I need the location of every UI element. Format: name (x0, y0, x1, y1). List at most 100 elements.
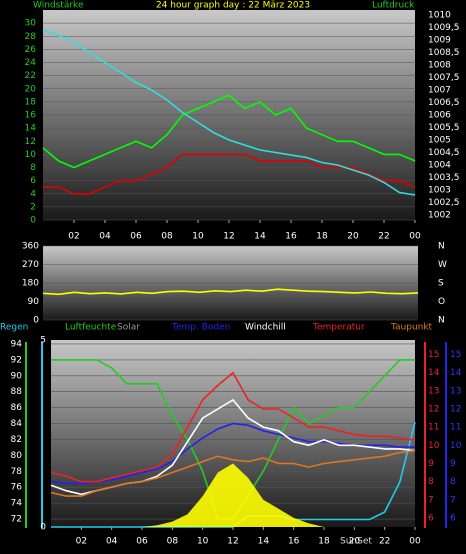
x-tick-label: 00 (409, 537, 421, 547)
x-tick-label: 02 (76, 537, 87, 547)
y-tick-label: 72 (11, 515, 22, 525)
x-tick-label: 06 (130, 232, 142, 242)
y-tick-label: 11 (450, 423, 461, 433)
y-tick-label: 1005,5 (428, 123, 460, 133)
x-tick-label: 04 (106, 537, 118, 547)
x-tick-label: 06 (136, 537, 148, 547)
y-tick-label: 1002 (428, 211, 451, 221)
x-tick-label: 22 (379, 537, 390, 547)
y-tick-label: 1005 (428, 136, 451, 146)
y-tick-label: 15 (428, 350, 439, 360)
legend-entry: Windchill (245, 323, 286, 333)
y-tick-label: 14 (25, 124, 37, 134)
y-tick-label: 4 (30, 189, 36, 199)
y-tick-label: 2 (30, 202, 36, 212)
y-tick-label: 1003,5 (428, 173, 460, 183)
y-tick-label: 24 (25, 58, 37, 68)
y-tick-label: 28 (25, 32, 37, 42)
y-tick-label: 8 (30, 163, 36, 173)
y-tick-label: 270 (22, 260, 39, 270)
y-tick-label: 74 (11, 499, 23, 509)
y-tick-label: 9 (428, 459, 434, 469)
y-tick-label: 18 (25, 97, 37, 107)
y-tick-label: 10 (428, 441, 440, 451)
y-tick-label: 9 (450, 459, 456, 469)
y-tick-label: 1007,5 (428, 73, 460, 83)
y-tick-label: 1009,5 (428, 23, 460, 33)
y-tick-label: 5 (40, 336, 46, 346)
y-tick-label: 80 (11, 451, 23, 461)
x-tick-label: 14 (258, 537, 270, 547)
y-tick-label: 12 (428, 404, 439, 414)
x-tick-label: 02 (68, 232, 79, 242)
y-tick-label: 22 (25, 71, 36, 81)
y-tick-label: 12 (450, 404, 461, 414)
annotation: SunSet (340, 537, 372, 547)
line (50, 449, 416, 497)
x-tick-label: 00 (409, 232, 421, 242)
legend-entry: Luftfeuchte (65, 323, 117, 333)
y-tick-label: S (438, 279, 444, 289)
y-tick-label: 13 (428, 386, 439, 396)
legend-entry: Temp. Boden (171, 323, 230, 333)
x-tick-label: 04 (99, 232, 111, 242)
y-tick-label: W (438, 260, 447, 270)
y-tick-label: 1006 (428, 111, 451, 121)
y-tick-label: 76 (11, 483, 23, 493)
line (50, 371, 416, 483)
legend-entry: Taupunkt (390, 323, 433, 333)
x-tick-label: 18 (316, 232, 328, 242)
chart-title: 24 hour graph day : 22 März 2023 (156, 1, 310, 11)
y-tick-label: 12 (25, 137, 36, 147)
y-tick-label: 7 (450, 495, 456, 505)
line (42, 94, 416, 169)
y-tick-label: 7 (428, 495, 434, 505)
y-tick-label: 11 (428, 423, 439, 433)
x-tick-label: 12 (227, 537, 238, 547)
x-tick-label: 10 (197, 537, 209, 547)
y-tick-label: 78 (11, 467, 23, 477)
axis-title: Windstärke (33, 1, 84, 11)
y-tick-label: 10 (25, 150, 37, 160)
y-tick-label: 360 (22, 242, 39, 252)
y-tick-label: 1003 (428, 186, 451, 196)
x-tick-label: 16 (285, 232, 297, 242)
y-tick-label: 0 (30, 216, 36, 226)
y-tick-label: 14 (450, 368, 462, 378)
y-tick-label: 1007 (428, 86, 451, 96)
y-tick-label: 90 (28, 297, 40, 307)
y-tick-label: 1008,5 (428, 48, 460, 58)
x-tick-label: 14 (254, 232, 266, 242)
line (42, 29, 416, 196)
x-tick-label: 10 (192, 232, 204, 242)
y-tick-label: 20 (25, 84, 37, 94)
x-tick-label: 12 (223, 232, 234, 242)
y-tick-label: 1008 (428, 61, 451, 71)
y-tick-label: 13 (450, 386, 461, 396)
y-tick-label: 1002,5 (428, 198, 460, 208)
axis-title: Luftdruck (372, 1, 415, 11)
x-tick-label: 22 (378, 232, 389, 242)
legend-entry: Solar (117, 323, 140, 333)
x-tick-label: 16 (288, 537, 300, 547)
x-tick-label: 08 (161, 232, 173, 242)
y-tick-label: N (438, 316, 445, 326)
y-tick-label: 10 (450, 441, 462, 451)
x-tick-label: 08 (167, 537, 179, 547)
y-tick-label: 6 (428, 513, 434, 523)
line (42, 288, 419, 296)
x-tick-label: 20 (347, 232, 359, 242)
y-tick-label: 8 (428, 477, 434, 487)
y-tick-label: 8 (450, 477, 456, 487)
y-tick-label: 26 (25, 45, 37, 55)
y-tick-label: 1010 (428, 11, 451, 21)
x-tick-label: 20 (349, 537, 361, 547)
y-tick-label: 1004,5 (428, 148, 460, 158)
y-tick-label: 88 (11, 387, 23, 397)
legend-entry: Regen (0, 323, 28, 333)
y-tick-label: 1004 (428, 161, 451, 171)
y-tick-label: 1009 (428, 36, 451, 46)
y-tick-label: 15 (450, 350, 461, 360)
